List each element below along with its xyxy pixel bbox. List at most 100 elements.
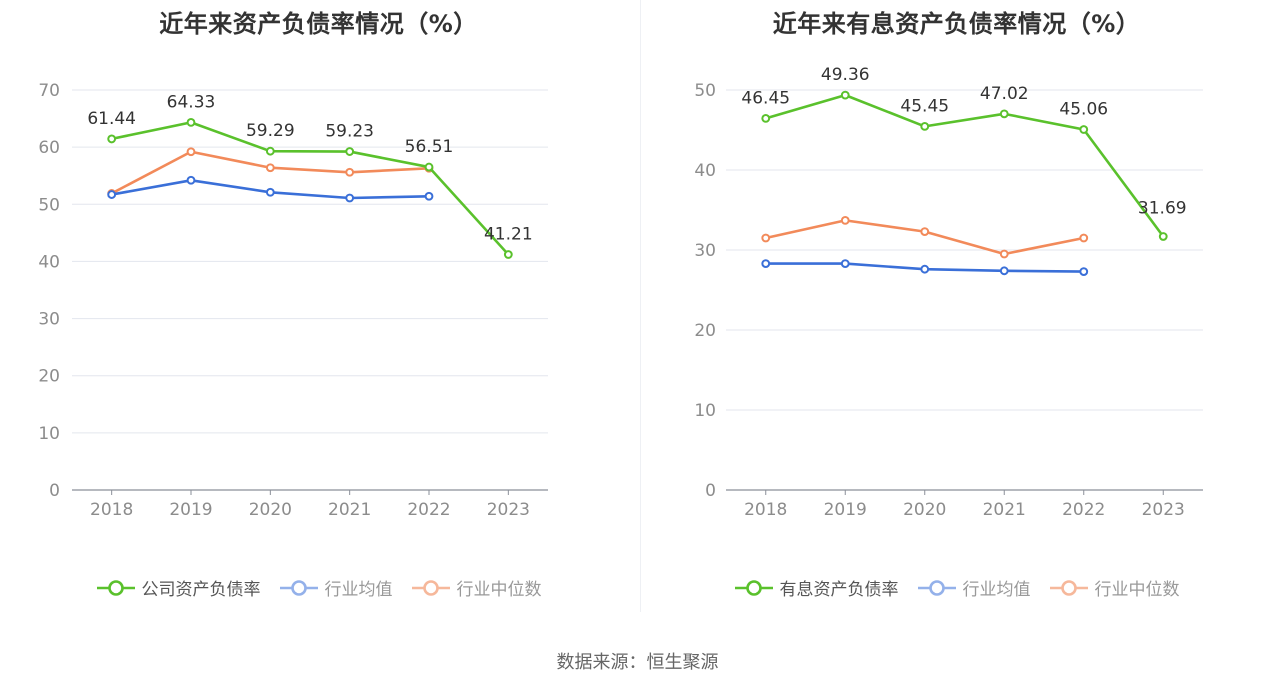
chart-plot: 0 10 20 30 40 50 2018 2019 2020 2021 2022 2023 46.45… xyxy=(694,65,1203,520)
legend-label: 行业中位数 xyxy=(456,580,542,600)
y-tick-label: 10 xyxy=(694,401,716,421)
legend-item-series-0[interactable]: 有息资产负债率 xyxy=(734,575,899,600)
chart-title: 近年来资产负债率情况（%） xyxy=(159,10,478,38)
data-point[interactable] xyxy=(186,175,196,185)
data-point[interactable] xyxy=(840,90,850,100)
data-point[interactable] xyxy=(265,187,275,197)
x-tick-label: 2023 xyxy=(1142,500,1185,520)
data-point[interactable] xyxy=(265,146,275,156)
legend-swatch-marker xyxy=(928,579,945,596)
data-point[interactable] xyxy=(107,134,117,144)
legend-swatch xyxy=(917,579,956,596)
legend-swatch-marker xyxy=(422,579,439,596)
x-tick-label: 2023 xyxy=(487,500,530,520)
data-point[interactable] xyxy=(761,259,771,269)
legend-label: 有息资产负债率 xyxy=(779,580,899,600)
legend-item-series-0[interactable]: 公司资产负债率 xyxy=(96,575,261,600)
data-label: 56.51 xyxy=(405,137,454,157)
chart-legend: 有息资产负债率 行业均值 行业中位数 xyxy=(638,575,1275,600)
chart-title: 近年来有息资产负债率情况（%） xyxy=(772,10,1141,38)
y-tick-label: 70 xyxy=(38,81,60,101)
y-tick-label: 40 xyxy=(38,252,60,272)
data-point[interactable] xyxy=(503,250,513,259)
data-point[interactable] xyxy=(345,167,355,177)
y-tick-label: 0 xyxy=(49,481,60,501)
x-tick-label: 2022 xyxy=(1062,500,1105,520)
data-label: 41.21 xyxy=(484,225,533,245)
legend-swatch xyxy=(411,579,450,596)
data-label: 49.36 xyxy=(821,65,870,85)
x-tick-label: 2020 xyxy=(903,500,946,520)
legend-item-series-2[interactable]: 行业中位数 xyxy=(411,575,542,600)
data-point[interactable] xyxy=(265,163,275,173)
legend-label: 行业均值 xyxy=(324,580,393,600)
data-point[interactable] xyxy=(920,227,930,237)
x-tick-label: 2019 xyxy=(169,500,212,520)
data-point[interactable] xyxy=(345,193,355,203)
chart-panel-debt-ratio: 近年来资产负债率情况（%） 0 10 20 30 40 50 60 70 2018 2019 202… xyxy=(0,0,637,620)
legend-item-series-1[interactable]: 行业均值 xyxy=(917,575,1031,600)
data-point[interactable] xyxy=(920,122,930,131)
data-point[interactable] xyxy=(1079,267,1089,277)
x-tick-label: 2022 xyxy=(407,500,450,520)
legend-item-series-2[interactable]: 行业中位数 xyxy=(1049,575,1180,600)
panel-divider xyxy=(640,0,641,612)
data-label: 64.33 xyxy=(167,92,216,112)
series-line-2 xyxy=(765,219,1085,256)
x-tick-label: 2018 xyxy=(744,500,787,520)
data-point[interactable] xyxy=(186,118,196,127)
legend-swatch-marker xyxy=(745,579,762,596)
legend-swatch xyxy=(734,579,773,596)
y-tick-label: 0 xyxy=(705,481,716,501)
y-tick-label: 20 xyxy=(694,321,716,341)
data-label: 59.23 xyxy=(325,122,374,142)
legend-label: 公司资产负债率 xyxy=(141,580,261,600)
x-tick-label: 2021 xyxy=(983,500,1026,520)
legend-label: 行业中位数 xyxy=(1094,580,1180,600)
y-tick-label: 50 xyxy=(694,81,716,101)
data-point[interactable] xyxy=(424,191,434,201)
x-tick-label: 2019 xyxy=(824,500,867,520)
data-point[interactable] xyxy=(1079,233,1089,243)
data-point[interactable] xyxy=(761,233,771,243)
data-point[interactable] xyxy=(761,114,771,123)
data-label: 47.02 xyxy=(980,84,1029,104)
legend-item-series-1[interactable]: 行业均值 xyxy=(279,575,393,600)
chart-legend: 公司资产负债率 行业均值 行业中位数 xyxy=(0,575,637,600)
legend-swatch xyxy=(1049,579,1088,596)
legend-swatch-marker xyxy=(1060,579,1077,596)
data-point[interactable] xyxy=(186,147,196,157)
x-tick-label: 2018 xyxy=(90,500,133,520)
data-point[interactable] xyxy=(107,190,117,199)
data-label: 46.45 xyxy=(741,88,790,108)
legend-swatch xyxy=(96,579,135,596)
series-line-0 xyxy=(111,121,510,256)
data-point[interactable] xyxy=(840,216,850,225)
x-tick-label: 2020 xyxy=(249,500,292,520)
chart-plot: 0 10 20 30 40 50 60 70 2018 2019 2020 2021 2022 2023 6… xyxy=(38,81,548,520)
data-label: 45.06 xyxy=(1059,100,1108,120)
data-point[interactable] xyxy=(424,162,434,172)
legend-swatch xyxy=(279,579,318,596)
y-tick-label: 50 xyxy=(38,195,60,215)
legend-label: 行业均值 xyxy=(962,580,1031,600)
data-label: 45.45 xyxy=(900,96,949,116)
series-line-0 xyxy=(765,93,1165,238)
data-point[interactable] xyxy=(840,259,850,269)
y-tick-label: 10 xyxy=(38,424,60,444)
data-point[interactable] xyxy=(999,109,1009,119)
x-tick-label: 2021 xyxy=(328,500,371,520)
y-tick-label: 30 xyxy=(694,241,716,261)
data-point[interactable] xyxy=(1079,125,1089,134)
data-source-note: 数据来源：恒生聚源 xyxy=(556,652,719,673)
y-tick-label: 20 xyxy=(38,367,60,387)
y-tick-label: 60 xyxy=(38,138,60,158)
data-point[interactable] xyxy=(345,147,355,156)
data-point[interactable] xyxy=(999,266,1009,276)
data-point[interactable] xyxy=(920,264,930,274)
data-point[interactable] xyxy=(1158,232,1168,241)
y-tick-label: 30 xyxy=(38,310,60,330)
data-point[interactable] xyxy=(999,249,1009,259)
data-label: 59.29 xyxy=(246,121,295,141)
legend-swatch-marker xyxy=(107,579,124,596)
